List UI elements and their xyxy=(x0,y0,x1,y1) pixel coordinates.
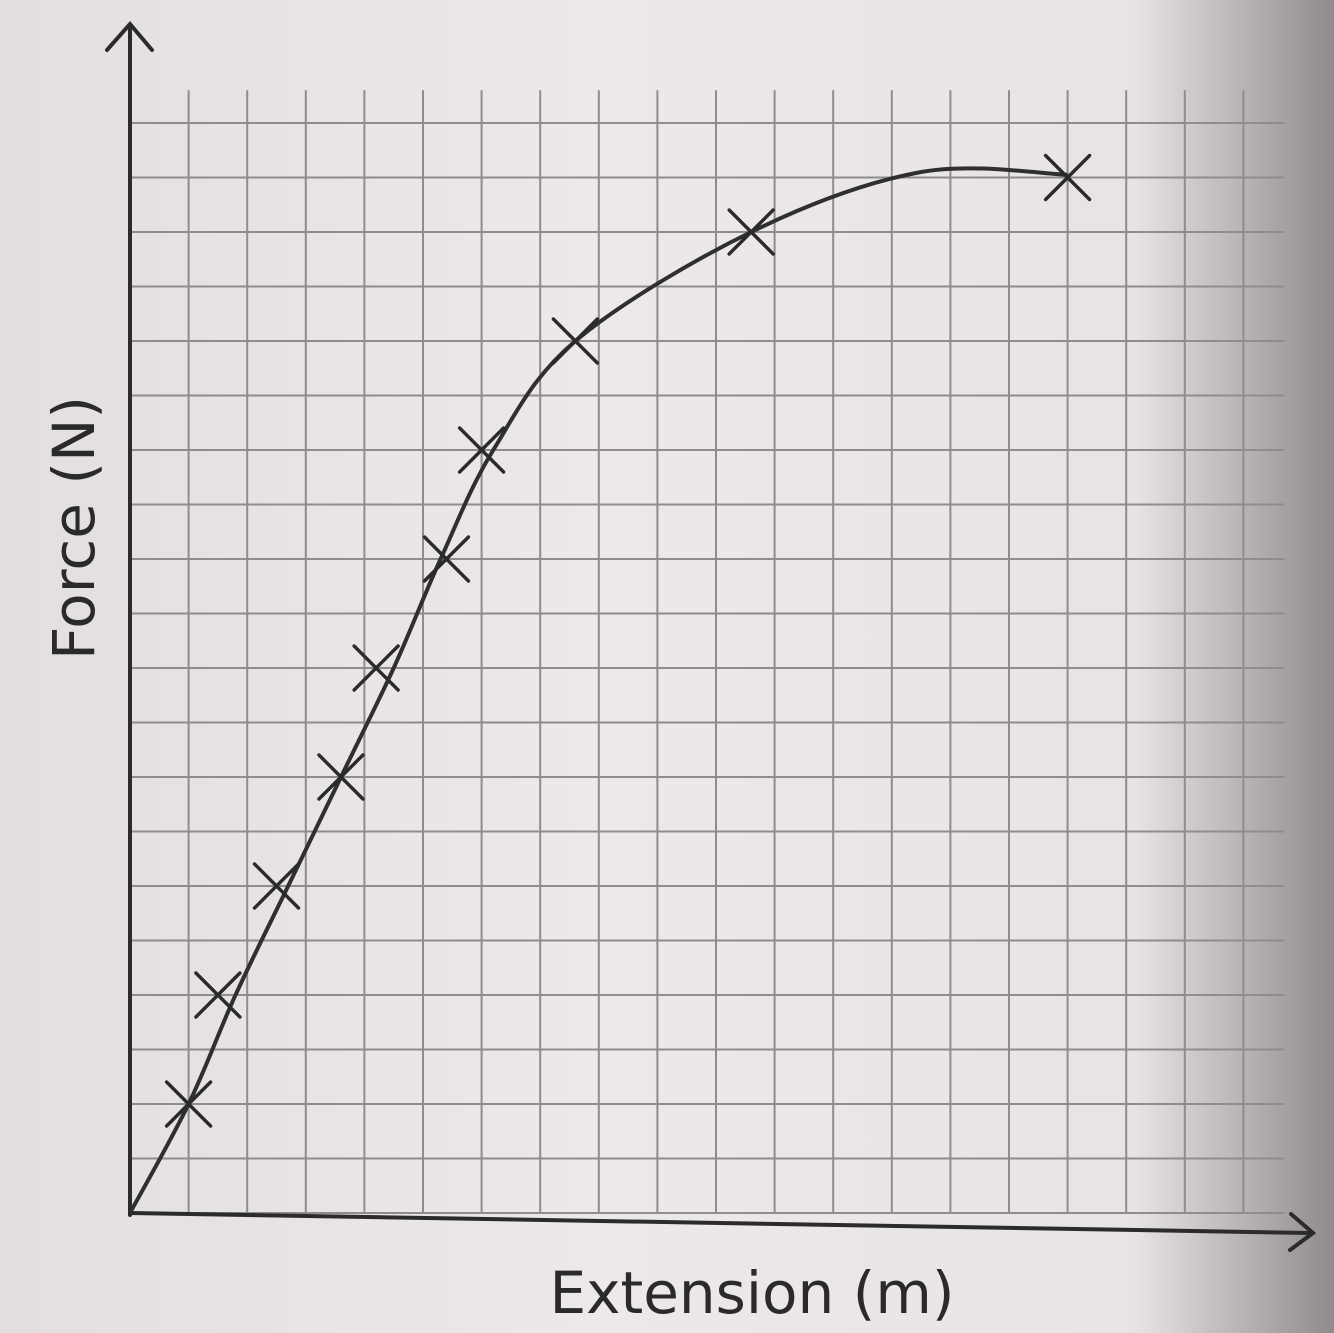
x-axis xyxy=(128,1211,1312,1235)
data-point-4 xyxy=(317,753,365,801)
data-point-5 xyxy=(352,644,400,692)
data-point-2 xyxy=(194,971,242,1019)
data-point-10 xyxy=(1043,153,1092,202)
x-marker-stroke xyxy=(551,317,600,365)
data-point-3 xyxy=(252,862,301,910)
axes xyxy=(105,20,1317,1252)
data-point-9 xyxy=(727,208,775,256)
x-marker-stroke xyxy=(317,753,365,801)
x-marker-stroke xyxy=(422,535,471,583)
grid xyxy=(129,90,1285,1214)
x-axis-arrowhead xyxy=(1288,1212,1317,1252)
x-marker-stroke xyxy=(252,862,301,910)
y-axis-label: Force (N) xyxy=(40,396,108,660)
data-point-8 xyxy=(551,317,600,365)
x-marker-stroke xyxy=(727,208,775,256)
data-point-1 xyxy=(164,1080,213,1128)
data-point-markers xyxy=(164,153,1092,1128)
x-marker-stroke xyxy=(194,971,242,1019)
best-fit-curve xyxy=(128,166,1068,1214)
data-point-6 xyxy=(422,535,471,583)
x-marker-stroke xyxy=(1043,153,1092,202)
x-marker-stroke xyxy=(352,644,400,692)
x-marker-stroke xyxy=(457,426,506,474)
x-marker-stroke xyxy=(164,1080,213,1128)
x-axis-label: Extension (m) xyxy=(550,1259,955,1327)
y-axis-arrowhead xyxy=(105,20,154,52)
data-point-7 xyxy=(457,426,506,474)
